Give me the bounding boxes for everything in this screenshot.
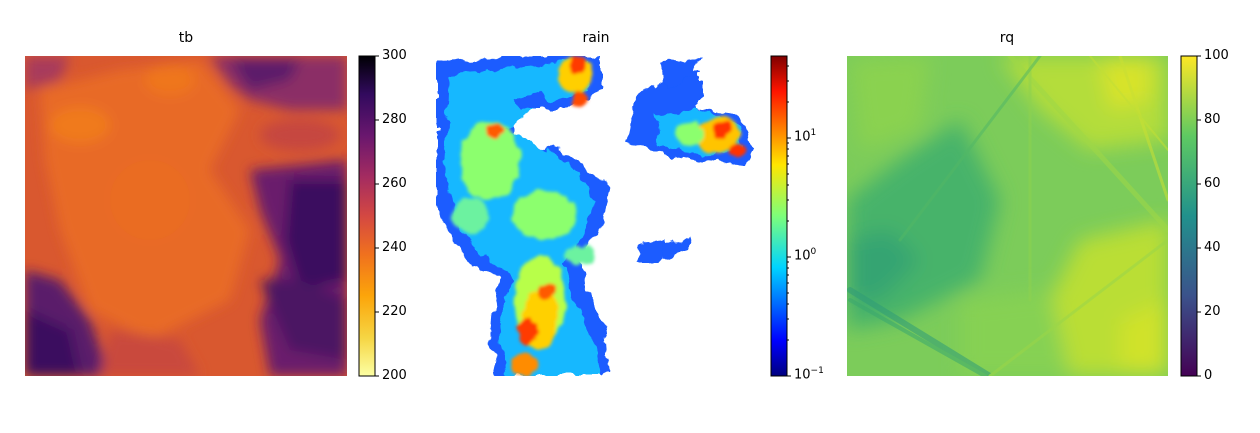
- tb-tick-label: 240: [382, 240, 407, 255]
- tb-tick-label: 280: [382, 112, 407, 127]
- rq-tick-label: 80: [1204, 112, 1221, 127]
- tb-colorbar: [358, 55, 376, 377]
- rain-colorbar-ticks: [787, 65, 791, 377]
- rq-colorbar: [1180, 55, 1198, 377]
- rq-colorbar-ticks: [1197, 55, 1201, 377]
- rain-tick-label: 101: [794, 128, 817, 145]
- tb-tick-label: 260: [382, 176, 407, 191]
- rain-colorbar: [770, 55, 788, 377]
- rain-title: rain: [582, 30, 610, 46]
- tb-tick-label: 200: [382, 368, 407, 383]
- rq-title: rq: [999, 30, 1015, 46]
- rq-tick-label: 40: [1204, 240, 1221, 255]
- rain-tick-label: 100: [794, 247, 817, 264]
- tb-tick-label: 300: [382, 48, 407, 63]
- tb-tick-label: 220: [382, 304, 407, 319]
- tb-heatmap: [25, 56, 347, 376]
- rain-heatmap: [436, 56, 758, 376]
- tb-title: tb: [178, 30, 194, 46]
- rq-heatmap: [847, 56, 1168, 376]
- rq-tick-label: 60: [1204, 176, 1221, 191]
- rq-tick-label: 100: [1204, 48, 1229, 63]
- rain-tick-label: 10−1: [794, 366, 824, 383]
- rq-tick-label: 20: [1204, 304, 1221, 319]
- tb-colorbar-ticks: [375, 55, 379, 377]
- rq-tick-label: 0: [1204, 368, 1213, 383]
